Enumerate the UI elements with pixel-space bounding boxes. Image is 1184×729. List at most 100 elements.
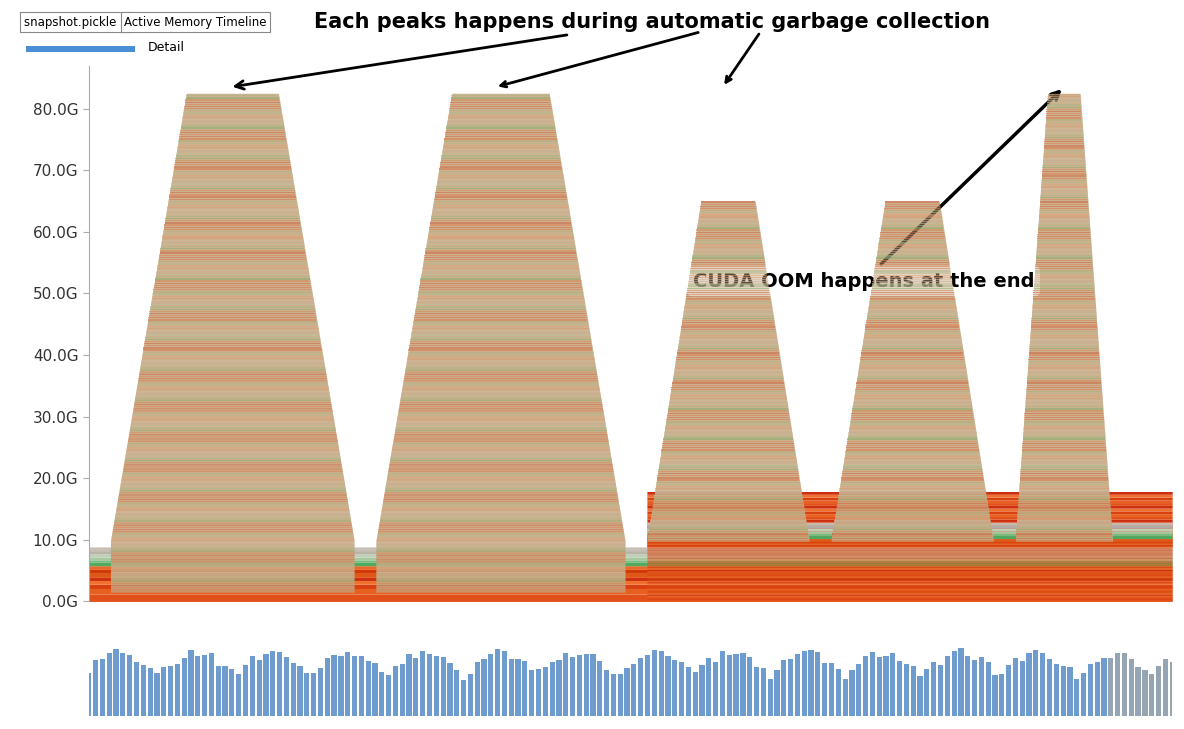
Bar xyxy=(1170,662,1175,716)
Bar xyxy=(373,663,378,716)
Bar xyxy=(263,654,269,716)
Bar xyxy=(713,662,719,716)
Bar xyxy=(495,649,500,716)
Bar xyxy=(693,672,697,716)
Bar xyxy=(290,663,296,716)
Bar xyxy=(509,659,514,716)
Bar xyxy=(999,674,1004,716)
Bar xyxy=(311,674,316,716)
Bar xyxy=(549,662,555,716)
Bar xyxy=(938,665,944,716)
Bar xyxy=(161,667,166,716)
Bar xyxy=(802,651,806,716)
Bar xyxy=(645,655,650,716)
Bar xyxy=(154,673,160,716)
Bar xyxy=(767,679,773,716)
Bar xyxy=(1067,667,1073,716)
Bar xyxy=(107,653,111,716)
Bar xyxy=(876,657,882,716)
Bar xyxy=(761,668,766,716)
Bar xyxy=(359,656,363,716)
Text: CUDA OOM happens at the end: CUDA OOM happens at the end xyxy=(693,92,1058,291)
Bar xyxy=(720,651,725,716)
Bar xyxy=(789,659,793,716)
Bar xyxy=(952,651,957,716)
Bar xyxy=(781,660,786,716)
Bar xyxy=(400,663,405,716)
Bar xyxy=(366,661,371,716)
Bar xyxy=(631,664,637,716)
Bar xyxy=(910,666,916,716)
Bar xyxy=(455,670,459,716)
Bar xyxy=(678,663,684,716)
Bar xyxy=(597,661,603,716)
Bar xyxy=(277,652,282,716)
Bar xyxy=(1061,666,1066,716)
Bar xyxy=(931,663,937,716)
Bar xyxy=(468,674,472,716)
Bar xyxy=(618,674,623,716)
Bar xyxy=(611,674,616,716)
Bar xyxy=(1108,658,1113,716)
Bar xyxy=(94,660,98,716)
Bar xyxy=(352,655,358,716)
Bar xyxy=(536,669,541,716)
Bar xyxy=(461,680,466,716)
Bar xyxy=(427,654,432,716)
Bar xyxy=(1156,666,1162,716)
Bar xyxy=(148,668,153,716)
Bar xyxy=(236,674,242,716)
Bar xyxy=(1081,673,1086,716)
Bar xyxy=(686,667,691,716)
Bar xyxy=(114,649,118,716)
Bar xyxy=(304,673,309,716)
Bar xyxy=(570,658,575,716)
Bar xyxy=(515,660,521,716)
Bar xyxy=(488,653,494,716)
Bar xyxy=(406,654,412,716)
Bar xyxy=(918,677,922,716)
Bar xyxy=(188,650,194,716)
Bar xyxy=(542,667,548,716)
Bar xyxy=(1047,659,1053,716)
Bar xyxy=(433,656,439,716)
Bar xyxy=(1019,660,1025,716)
Bar xyxy=(897,660,902,716)
Bar xyxy=(440,658,445,716)
Bar xyxy=(706,658,712,716)
Bar xyxy=(1040,653,1045,716)
Bar xyxy=(1006,665,1011,716)
Bar xyxy=(257,660,262,716)
Bar xyxy=(774,671,779,716)
Bar xyxy=(317,668,323,716)
Bar xyxy=(297,666,303,716)
Bar xyxy=(482,659,487,716)
Bar xyxy=(86,673,91,716)
Bar xyxy=(754,667,759,716)
Bar xyxy=(856,663,861,716)
Bar xyxy=(577,655,583,716)
Bar xyxy=(740,652,746,716)
Bar xyxy=(836,668,841,716)
Bar xyxy=(99,659,105,716)
Bar xyxy=(1027,652,1031,716)
Bar xyxy=(591,655,596,716)
Bar xyxy=(870,652,875,716)
Bar xyxy=(339,656,343,716)
Bar xyxy=(965,656,971,716)
Bar xyxy=(1101,658,1107,716)
Bar xyxy=(448,663,452,716)
Bar xyxy=(1115,653,1120,716)
Bar xyxy=(816,652,821,716)
Text: snapshot.pickle ∨: snapshot.pickle ∨ xyxy=(24,15,128,28)
Bar xyxy=(141,665,146,716)
Bar xyxy=(181,658,187,716)
Bar xyxy=(1122,653,1127,716)
Bar xyxy=(564,652,568,716)
Bar xyxy=(1034,650,1038,716)
Bar xyxy=(829,663,834,716)
Bar xyxy=(985,662,991,716)
Bar xyxy=(522,661,527,716)
Bar xyxy=(822,663,828,716)
Bar xyxy=(270,650,276,716)
